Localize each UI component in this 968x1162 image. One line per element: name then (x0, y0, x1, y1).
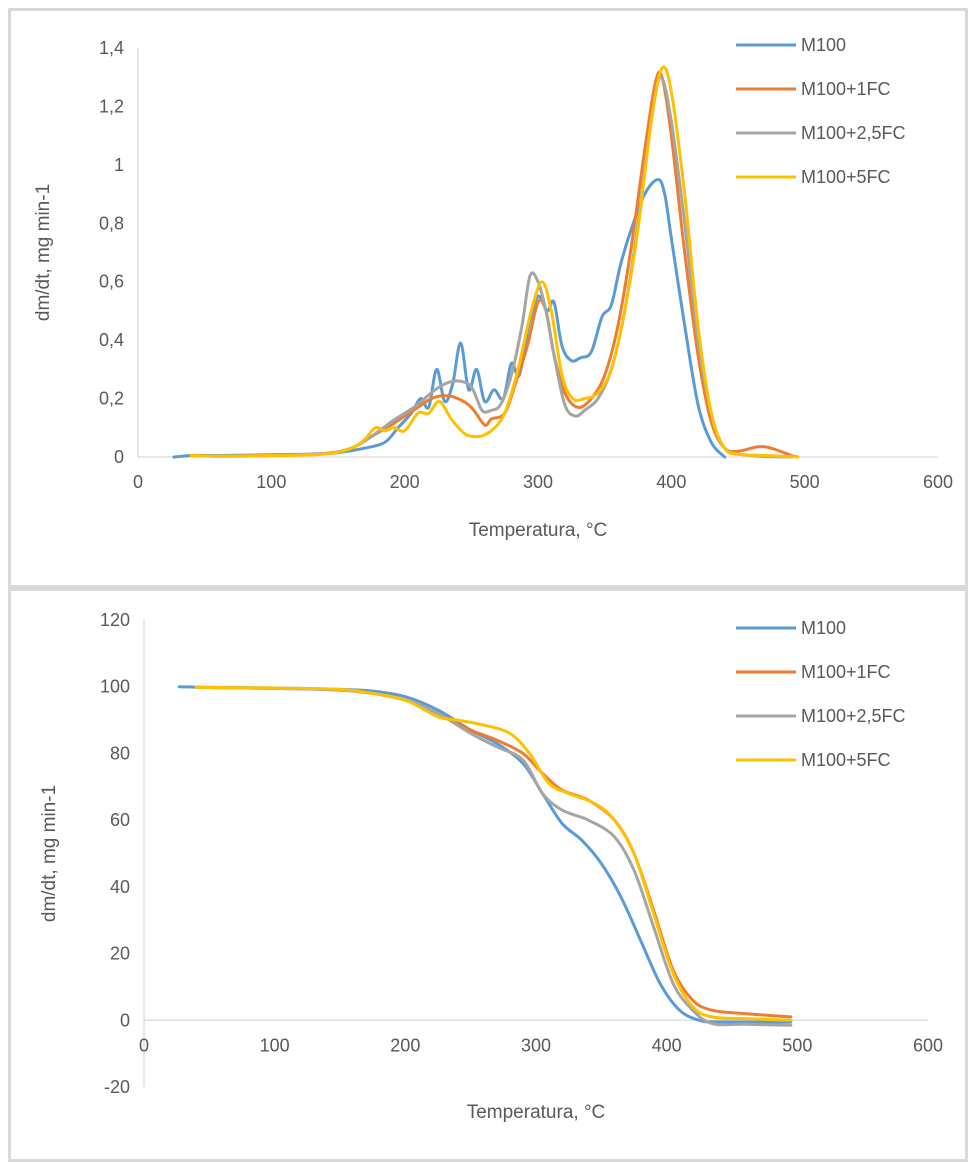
y-tick-label: 1,2 (99, 96, 124, 116)
x-tick-label: 0 (133, 472, 143, 492)
y-axis-title: dm/dt, mg min-1 (39, 785, 60, 922)
y-tick-label: 0,2 (99, 389, 124, 409)
y-tick-label: 0,8 (99, 213, 124, 233)
x-axis-title: Temperatura, °C (467, 1102, 606, 1123)
series-line-2 (194, 685, 793, 1019)
x-tick-label: 500 (790, 472, 820, 492)
legend-label: M100+1FC (801, 662, 891, 682)
x-tick-label: 600 (913, 1035, 943, 1055)
legend-label: M100+2,5FC (801, 123, 906, 143)
legend-label: M100+5FC (801, 167, 891, 187)
x-tick-label: 400 (652, 1035, 682, 1055)
legend-label: M100+1FC (801, 79, 891, 99)
series-line-4 (189, 65, 800, 459)
legend-label: M100 (801, 35, 846, 55)
y-tick-label: 80 (110, 743, 130, 763)
y-tick-label: 1 (114, 155, 124, 175)
x-tick-label: 400 (656, 472, 686, 492)
x-tick-label: 100 (256, 472, 286, 492)
x-tick-label: 200 (390, 472, 420, 492)
y-tick-label: 120 (100, 610, 130, 630)
y-tick-label: 0 (120, 1010, 130, 1030)
legend-label: M100+5FC (801, 750, 891, 770)
y-tick-label: 100 (100, 677, 130, 697)
y-tick-label: 0,6 (99, 272, 124, 292)
y-tick-label: -20 (104, 1077, 130, 1097)
y-tick-label: 20 (110, 944, 130, 964)
x-tick-label: 0 (139, 1035, 149, 1055)
x-tick-label: 200 (390, 1035, 420, 1055)
legend-label: M100 (801, 618, 846, 638)
x-tick-label: 300 (523, 472, 553, 492)
y-tick-label: 0,4 (99, 330, 124, 350)
series-line-4 (194, 685, 793, 1022)
y-tick-label: 0 (114, 447, 124, 467)
y-axis-title: dm/dt, mg min-1 (33, 184, 54, 321)
legend-label: M100+2,5FC (801, 706, 906, 726)
y-tick-label: 60 (110, 810, 130, 830)
y-tick-label: 40 (110, 877, 130, 897)
x-tick-label: 100 (260, 1035, 290, 1055)
tg-chart: -20 0 20 40 60 80 100 120 0 100 200 300 400 500 600 Tem… (39, 610, 943, 1123)
y-tick-label: 1,4 (99, 38, 124, 58)
chart-panel-dtg: 0 0,2 0,4 0,6 0,8 1 1,2 1,4 0 100 200 300 400 500 600 T… (8, 8, 968, 588)
series-line-3 (189, 75, 793, 459)
dtg-chart: 0 0,2 0,4 0,6 0,8 1 1,2 1,4 0 100 200 300 400 500 600 T… (33, 35, 953, 541)
x-axis-title: Temperatura, °C (469, 520, 608, 541)
x-tick-label: 300 (521, 1035, 551, 1055)
x-tick-label: 500 (782, 1035, 812, 1055)
series-line-1 (172, 178, 727, 459)
chart-panel-tg: -20 0 20 40 60 80 100 120 0 100 200 300 400 500 600 Tem… (8, 588, 968, 1162)
x-tick-label: 600 (923, 472, 953, 492)
